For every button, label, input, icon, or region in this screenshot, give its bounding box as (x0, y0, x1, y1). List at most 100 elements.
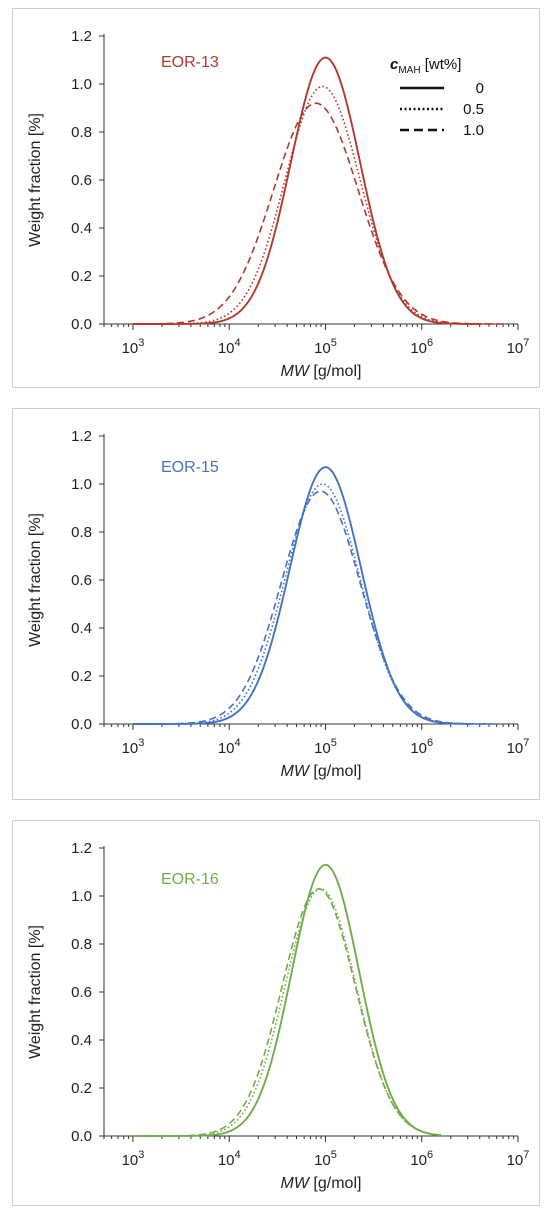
legend-entry-label: 0.5 (463, 101, 484, 118)
x-tick-exponent: 5 (331, 737, 337, 749)
x-tick-exponent: 5 (331, 337, 337, 349)
x-tick-exponent: 6 (427, 337, 433, 349)
x-axis-label-italic: MW (281, 363, 311, 380)
x-tick-label: 106 (410, 337, 433, 357)
x-tick-exponent: 3 (138, 1149, 144, 1161)
x-tick-base: 10 (122, 740, 139, 757)
y-tick-label: 0.2 (71, 1080, 92, 1097)
series-line-dotted (132, 483, 490, 725)
x-tick-base: 10 (122, 340, 139, 357)
panel-label: EOR-16 (161, 871, 219, 888)
y-tick-label: 1.2 (71, 840, 92, 857)
y-tick-label: 1.0 (71, 888, 92, 905)
y-axis-label: Weight fraction [%] (27, 513, 44, 647)
x-tick-base: 10 (218, 740, 235, 757)
y-tick-label: 0.6 (71, 572, 92, 589)
y-tick-label: 0.2 (71, 268, 92, 285)
x-tick-exponent: 5 (331, 1149, 337, 1161)
x-tick-exponent: 4 (235, 1149, 241, 1161)
y-tick-label: 0.4 (71, 220, 92, 237)
y-axis-label: Weight fraction [%] (27, 113, 44, 247)
x-axis-label: MW [g/mol] (281, 763, 362, 780)
legend-title: cMAH [wt%] (390, 56, 461, 76)
x-tick-base: 10 (507, 740, 524, 757)
x-tick-base: 10 (314, 1152, 331, 1169)
x-tick-label: 105 (314, 1149, 337, 1169)
series-line-dashed (132, 888, 442, 1137)
y-axis-label: Weight fraction [%] (27, 925, 44, 1059)
legend: cMAH [wt%] 0 0.5 1.0 (390, 56, 484, 139)
x-tick-exponent: 3 (138, 337, 144, 349)
legend-title-sub: MAH (398, 65, 420, 76)
y-tick-label: 0.0 (71, 716, 92, 733)
x-tick-exponent: 3 (138, 737, 144, 749)
x-tick-exponent: 7 (523, 737, 529, 749)
y-tick-label: 0.6 (71, 172, 92, 189)
chart-panel-eor-16: 0.0 0.2 0.4 0.6 0.8 1.0 1.2 103 104 105 106 107 MW [… (12, 820, 540, 1206)
chart-panel-eor-15: 0.0 0.2 0.4 0.6 0.8 1.0 1.2 103 104 105 106 107 MW [… (12, 408, 540, 800)
x-tick-base: 10 (507, 1152, 524, 1169)
x-tick-exponent: 6 (427, 1149, 433, 1161)
x-tick-base: 10 (410, 340, 427, 357)
y-tick-label: 0.4 (71, 620, 92, 637)
y-tick-label: 0.0 (71, 316, 92, 333)
x-tick-label: 106 (410, 737, 433, 757)
series-line-dashed (132, 102, 509, 325)
series-line-solid (132, 863, 442, 1137)
x-tick-exponent: 4 (235, 337, 241, 349)
series-line-solid (132, 466, 470, 725)
x-axis-label-unit: [g/mol] (309, 1175, 361, 1192)
x-tick-label: 103 (122, 1149, 145, 1169)
x-tick-label: 104 (218, 1149, 241, 1169)
y-tick-label: 0.0 (71, 1128, 92, 1145)
series-line-dashed (132, 490, 499, 725)
x-tick-exponent: 4 (235, 737, 241, 749)
x-tick-base: 10 (122, 1152, 139, 1169)
x-tick-label: 104 (218, 737, 241, 757)
legend-title-unit: [wt%] (421, 56, 462, 73)
y-tick-label: 1.2 (71, 28, 92, 45)
x-tick-base: 10 (410, 740, 427, 757)
chart-panel-eor-13: 0.0 0.2 0.4 0.6 0.8 1.0 1.2 103 104 105 106 107 MW [… (12, 8, 540, 388)
panel-label: EOR-13 (161, 54, 219, 71)
x-tick-exponent: 7 (523, 337, 529, 349)
x-tick-label: 103 (122, 337, 145, 357)
x-axis-label-italic: MW (281, 1175, 311, 1192)
x-tick-label: 107 (507, 1149, 530, 1169)
x-tick-label: 106 (410, 1149, 433, 1169)
y-tick-label: 1.0 (71, 476, 92, 493)
x-tick-base: 10 (218, 340, 235, 357)
legend-title-main: c (390, 56, 399, 73)
x-tick-exponent: 6 (427, 737, 433, 749)
x-tick-base: 10 (410, 1152, 427, 1169)
x-tick-label: 107 (507, 337, 530, 357)
x-tick-label: 105 (314, 737, 337, 757)
y-tick-label: 0.2 (71, 668, 92, 685)
legend-entry-label: 1.0 (463, 122, 484, 139)
y-tick-label: 0.6 (71, 984, 92, 1001)
legend-entry-label: 0 (476, 80, 484, 97)
x-tick-exponent: 7 (523, 1149, 529, 1161)
x-tick-label: 104 (218, 337, 241, 357)
x-tick-base: 10 (218, 1152, 235, 1169)
x-axis-label-unit: [g/mol] (309, 363, 361, 380)
y-tick-label: 0.4 (71, 1032, 92, 1049)
x-axis-label: MW [g/mol] (281, 363, 362, 380)
series-line-dotted (132, 85, 499, 325)
series-line-dotted (132, 888, 442, 1137)
x-tick-label: 103 (122, 737, 145, 757)
y-tick-label: 0.8 (71, 124, 92, 141)
panel-label: EOR-15 (161, 459, 219, 476)
x-tick-label: 107 (507, 737, 530, 757)
y-tick-label: 0.8 (71, 524, 92, 541)
x-tick-base: 10 (314, 740, 331, 757)
y-tick-label: 0.8 (71, 936, 92, 953)
x-tick-base: 10 (314, 340, 331, 357)
y-tick-label: 1.0 (71, 76, 92, 93)
series-line-solid (132, 56, 480, 325)
y-tick-label: 1.2 (71, 428, 92, 445)
x-tick-base: 10 (507, 340, 524, 357)
